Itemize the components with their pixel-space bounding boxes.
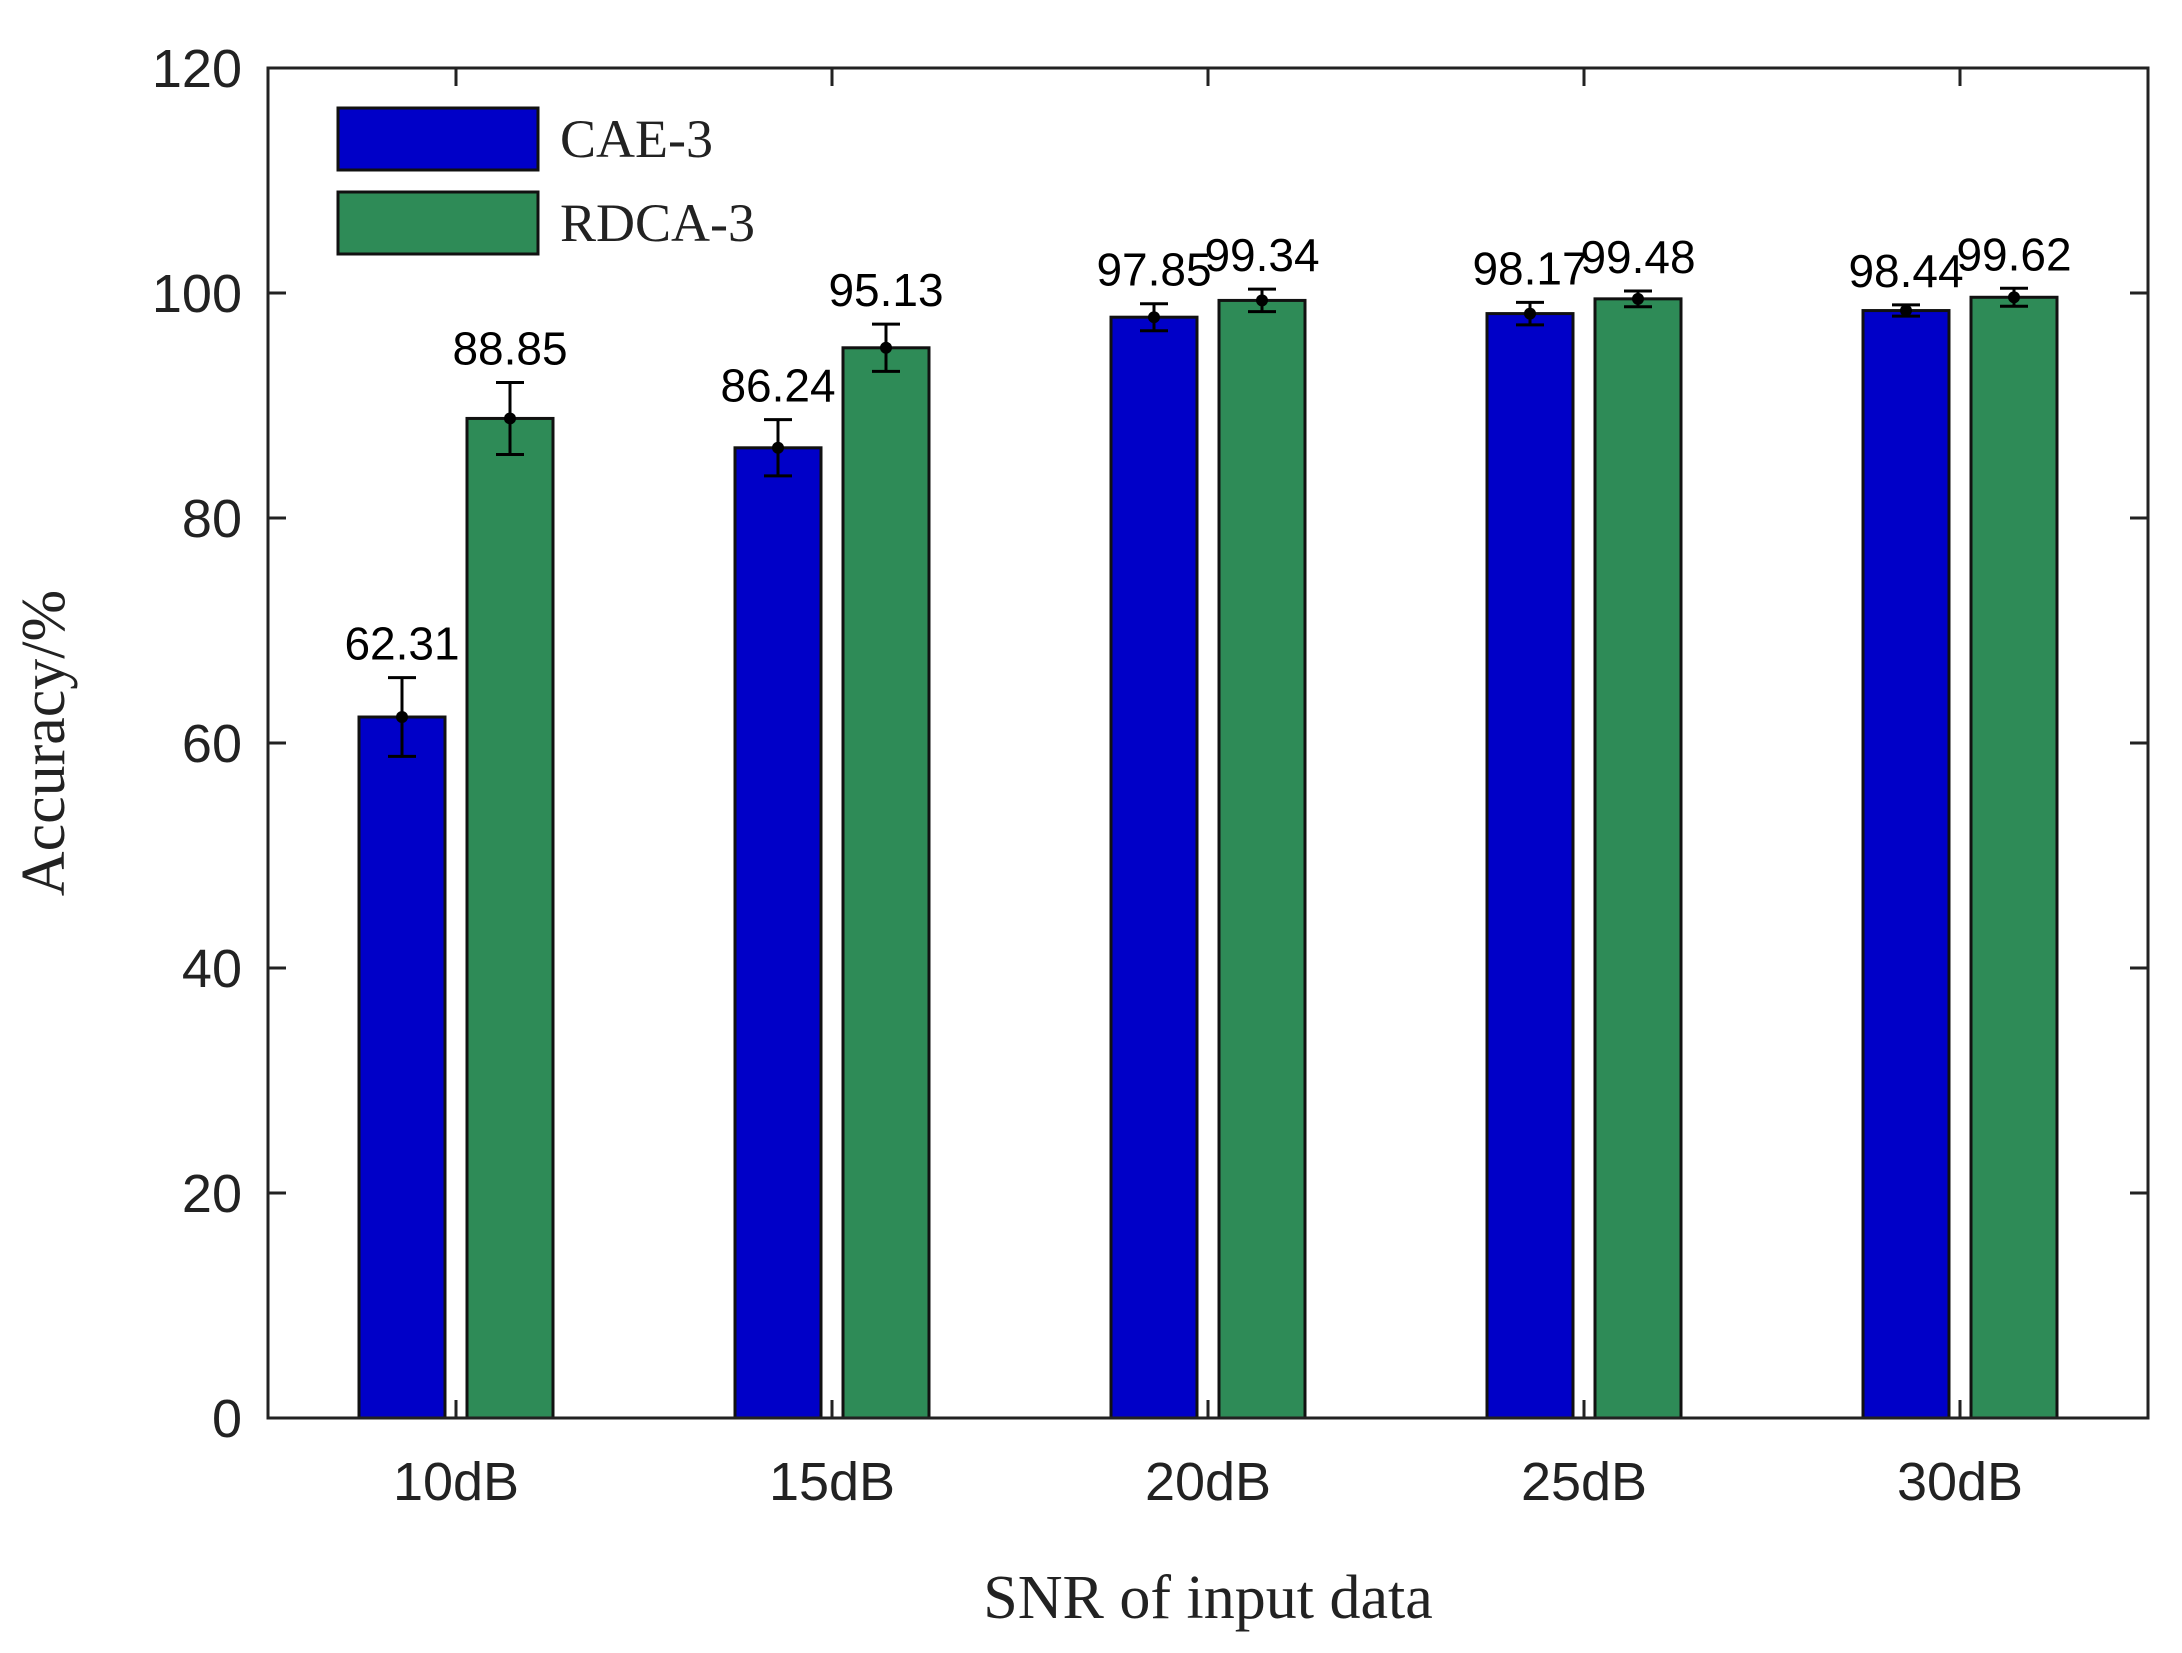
x-tick-label: 15dB: [769, 1452, 895, 1512]
x-axis-title: SNR of input data: [983, 1564, 1432, 1632]
bar-cae-3: [1109, 315, 1199, 1420]
legend: CAE-3 RDCA-3: [336, 106, 755, 256]
mean-point: [396, 711, 408, 724]
mean-point: [1256, 294, 1268, 307]
bar-rdca-3: [841, 346, 931, 1420]
x-tick-label: 25dB: [1521, 1452, 1647, 1512]
bar-cae-3: [1485, 312, 1575, 1420]
legend-label-rdca-3: RDCA-3: [560, 193, 755, 253]
legend-label-cae-3: CAE-3: [560, 109, 713, 169]
data-label: 88.85: [452, 322, 567, 374]
bar-rdca-3: [1593, 297, 1683, 1420]
mean-point: [1900, 304, 1912, 317]
x-tick-label: 20dB: [1145, 1452, 1271, 1512]
y-tick-label: 80: [182, 489, 242, 549]
data-label: 97.85: [1096, 244, 1211, 296]
mean-point: [880, 341, 892, 354]
mean-point: [1632, 292, 1644, 305]
data-label: 99.34: [1204, 229, 1319, 281]
y-tick-label: 60: [182, 714, 242, 774]
mean-point: [2008, 291, 2020, 304]
data-label: 98.44: [1848, 245, 1963, 297]
axis-ticks-layer: 10dB 15dB 20dB 25dB 30dB 0 20 40 60 80 100 120: [152, 39, 2148, 1512]
mean-point: [772, 441, 784, 454]
bars-layer: [357, 295, 2059, 1420]
bar-cae-3: [357, 715, 447, 1420]
y-tick-label: 120: [152, 39, 242, 99]
y-axis-title: Accuracy/%: [10, 590, 78, 896]
y-tick-label: 0: [212, 1389, 242, 1449]
data-label: 99.62: [1956, 228, 2071, 280]
data-label: 95.13: [828, 264, 943, 316]
bar-rdca-3: [1217, 298, 1307, 1420]
data-label: 86.24: [720, 360, 835, 412]
bar-rdca-3: [465, 416, 555, 1420]
data-label: 98.17: [1472, 242, 1587, 294]
y-tick-label: 20: [182, 1164, 242, 1224]
data-label: 62.31: [344, 618, 459, 670]
x-tick-label: 30dB: [1897, 1452, 2023, 1512]
data-label: 99.48: [1580, 231, 1695, 283]
y-tick-label: 40: [182, 939, 242, 999]
x-tick-label: 10dB: [393, 1452, 519, 1512]
bar-rdca-3: [1969, 295, 2059, 1420]
mean-point: [1148, 311, 1160, 324]
bar-cae-3: [1861, 309, 1951, 1420]
mean-point: [1524, 307, 1536, 320]
error-bars-layer: [388, 286, 2028, 758]
y-tick-label: 100: [152, 264, 242, 324]
legend-swatch-rdca-3: [336, 190, 540, 256]
legend-swatch-cae-3: [336, 106, 540, 172]
bar-cae-3: [733, 446, 823, 1420]
mean-point: [504, 412, 516, 425]
